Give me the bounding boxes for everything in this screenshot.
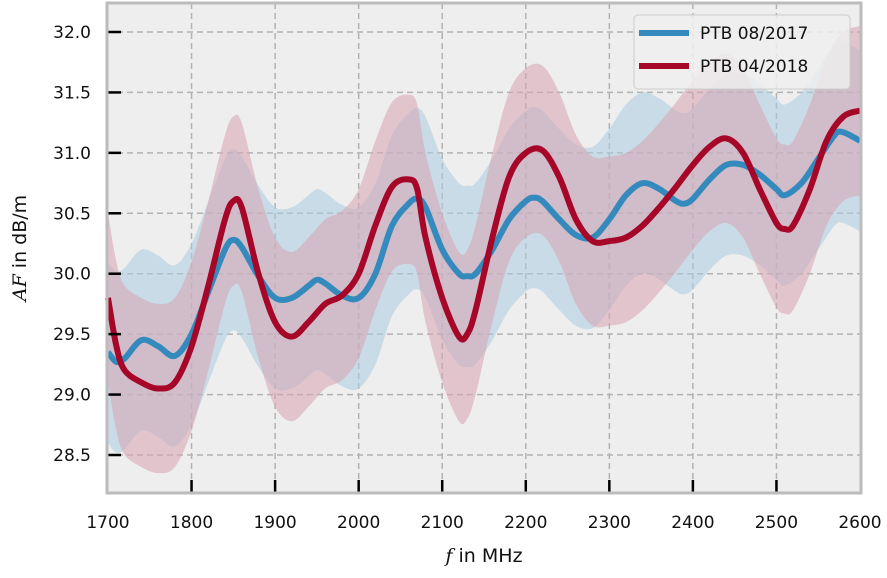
y-tick-label: 29.5	[53, 325, 91, 345]
y-tick-labels: 28.5 29.0 29.5 30.0 30.5 31.0 31.5 32.0	[53, 23, 91, 466]
y-tick-label: 30.5	[53, 204, 91, 224]
plot-frame	[105, 1, 863, 495]
legend-label-ptb-2018: PTB 04/2018	[700, 57, 808, 77]
x-tick-label: 2300	[588, 513, 631, 533]
y-tick-label: 30.0	[53, 265, 91, 285]
x-tick-label: 2600	[838, 513, 881, 533]
band-ptb-2018	[108, 26, 860, 474]
confidence-bands	[108, 26, 860, 474]
x-tick-label: 1800	[170, 513, 213, 533]
y-tick-label: 29.0	[53, 386, 91, 406]
x-tick-labels: 1700 1800 1900 2000 2100 2200 2300 2400 2500 2600	[86, 513, 881, 533]
x-tick-label: 2400	[671, 513, 714, 533]
series-line-ptb-2017	[105, 128, 862, 366]
x-tick-label: 1700	[86, 513, 129, 533]
x-axis-label-text: in MHz	[452, 545, 522, 567]
x-axis-label-symbol: f	[443, 545, 455, 567]
x-tick-label: 2500	[755, 513, 798, 533]
y-axis-label-symbol: AF	[9, 273, 31, 303]
legend-label-ptb-2017: PTB 08/2017	[700, 24, 808, 44]
x-axis-label: f in MHz	[443, 545, 522, 567]
legend: PTB 08/2017 PTB 04/2018	[633, 14, 851, 90]
y-tick-label: 31.0	[53, 144, 91, 164]
series-line-ptb-2018	[105, 107, 862, 392]
series-lines	[105, 107, 862, 392]
y-axis-label-text: in dB/m	[9, 195, 31, 274]
y-tick-label: 32.0	[53, 23, 91, 43]
x-tick-label: 1900	[253, 513, 296, 533]
y-tick-label: 28.5	[53, 446, 91, 466]
x-tick-label: 2200	[504, 513, 547, 533]
y-tick-label: 31.5	[53, 83, 91, 103]
x-tick-label: 2100	[421, 513, 464, 533]
ticks	[107, 30, 778, 493]
y-axis-label: AF in dB/m	[9, 195, 31, 303]
x-tick-label: 2000	[337, 513, 380, 533]
